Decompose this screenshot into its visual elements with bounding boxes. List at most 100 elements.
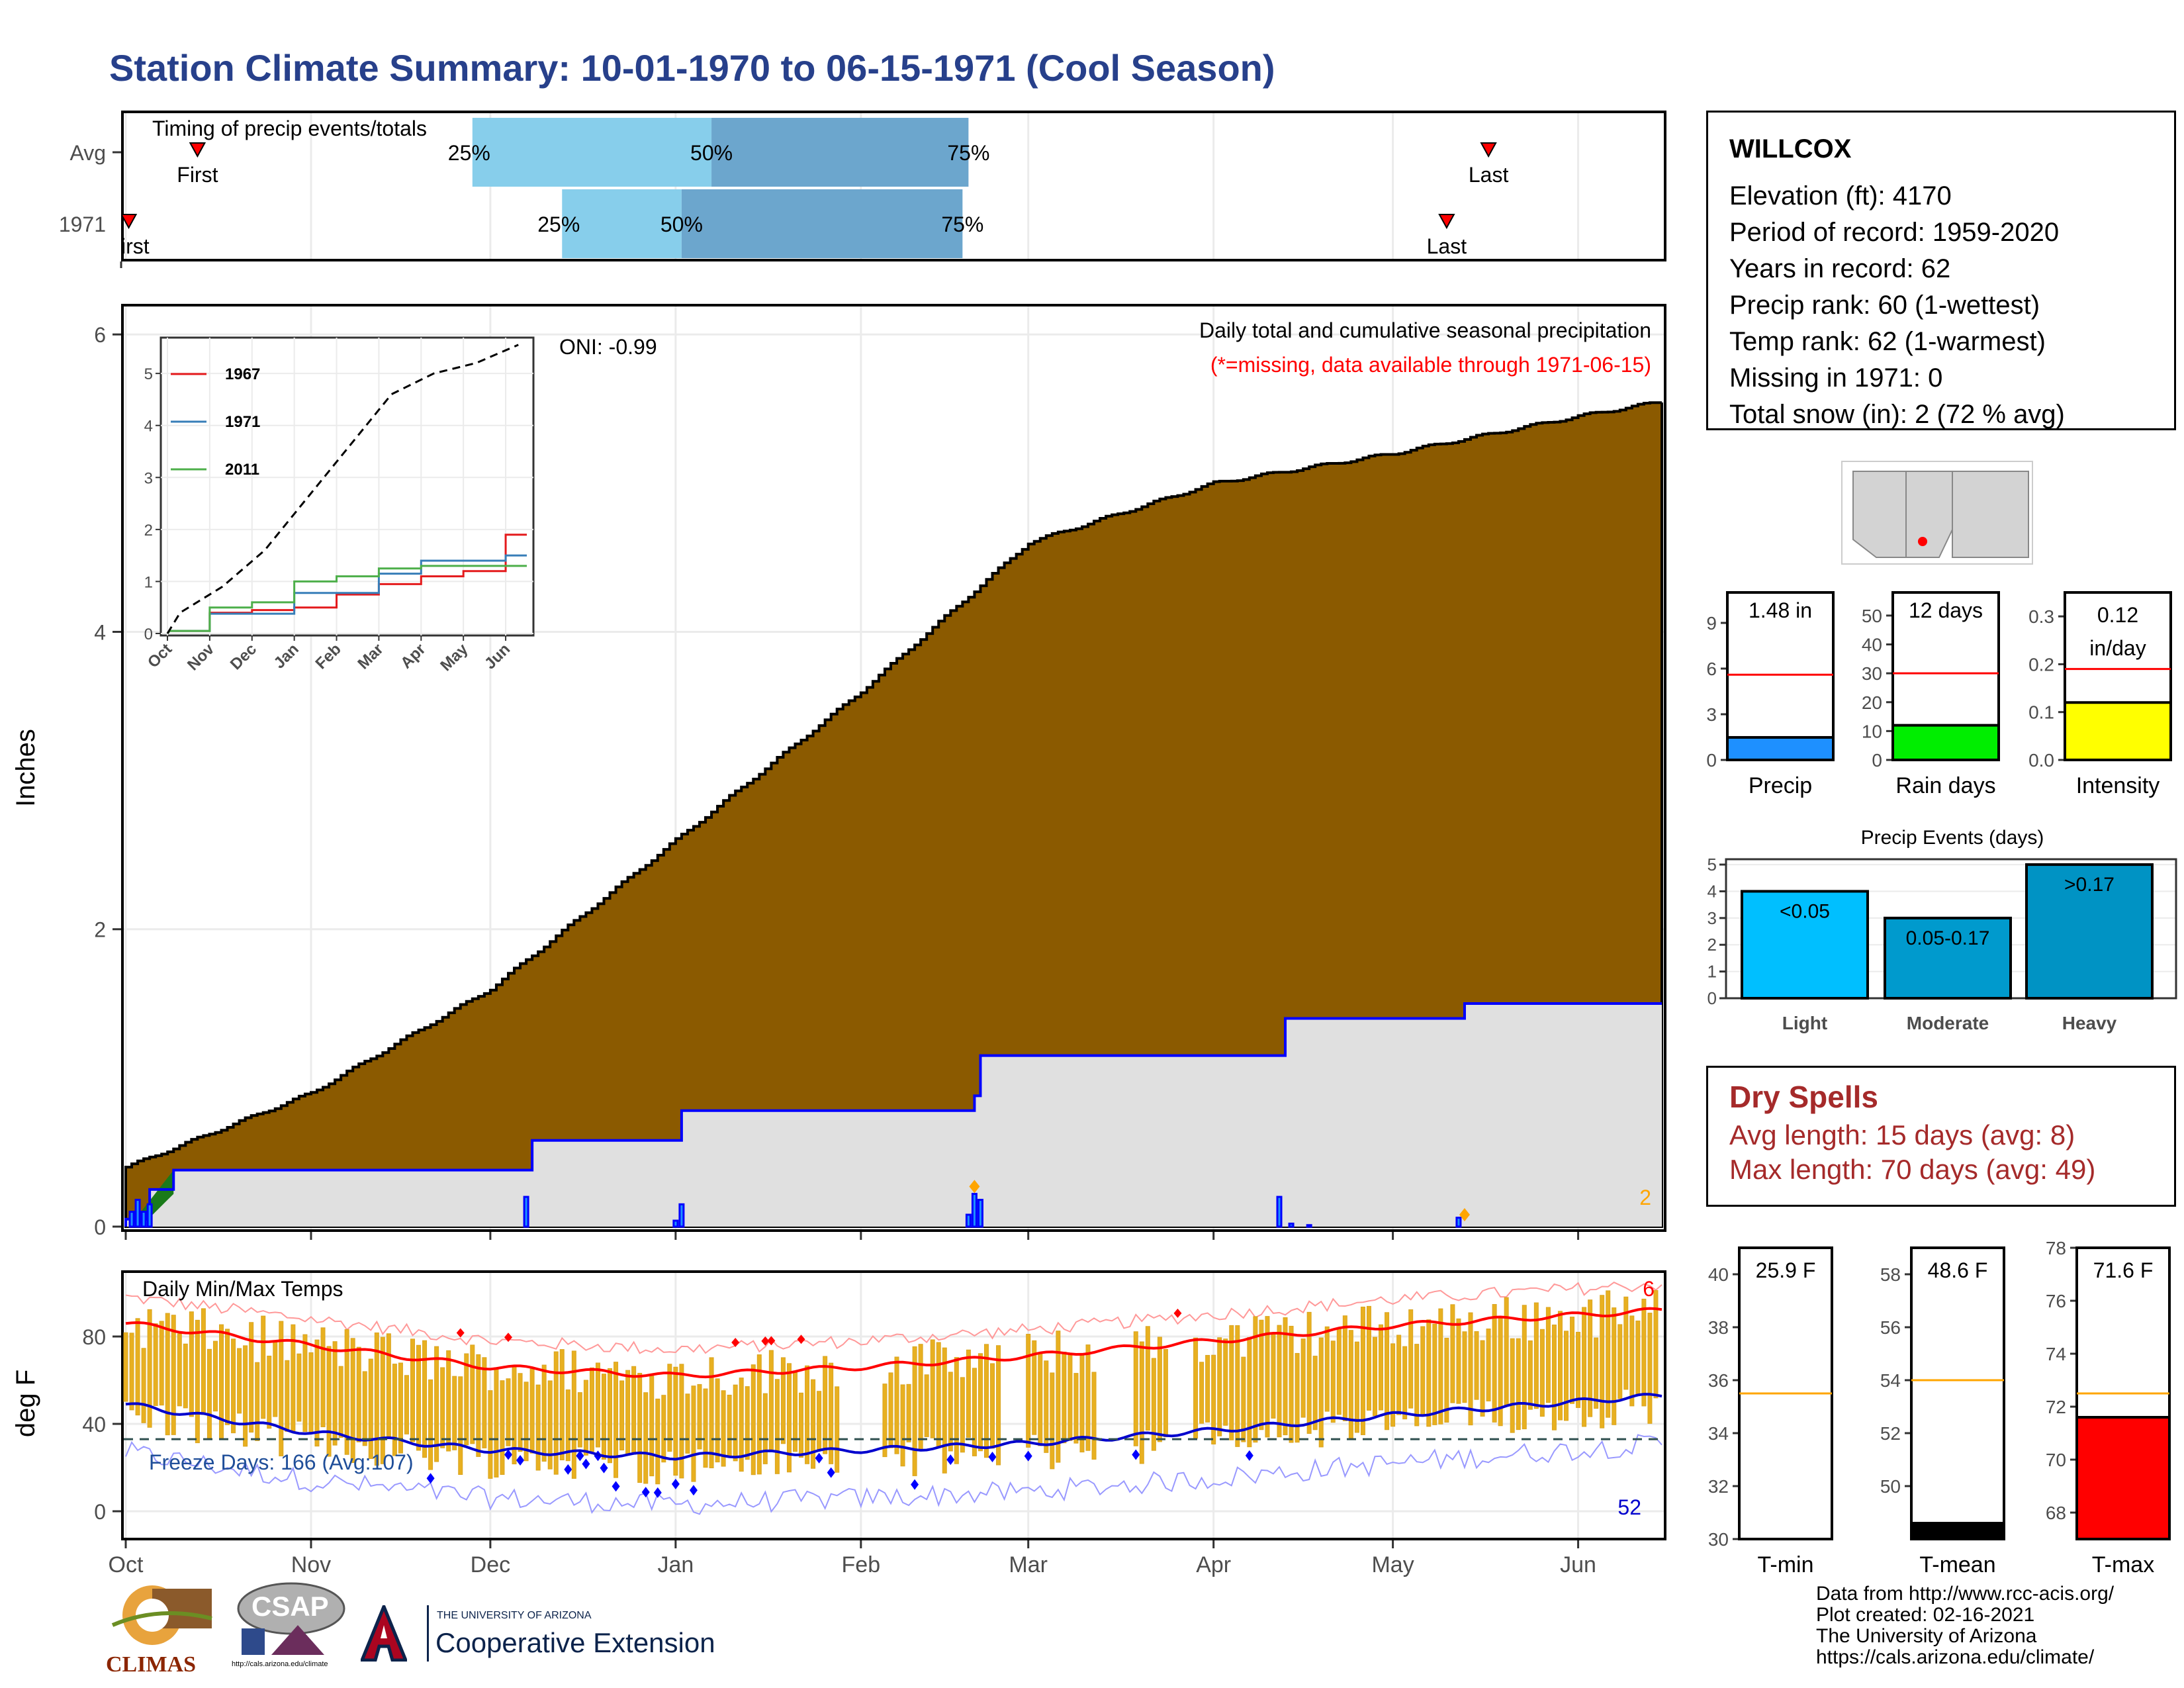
temp-bar-ytick-label: 68: [2046, 1503, 2066, 1523]
credit-line: https://cals.arizona.edu/climate/: [1816, 1646, 2095, 1668]
mini-bar-label: Rain days: [1895, 773, 1995, 798]
temp-bar-ytick-label: 32: [1708, 1476, 1729, 1497]
temp-bar-ytick-label: 72: [2046, 1397, 2066, 1417]
mini-bar-Precip: [1726, 735, 1835, 761]
events-ytick-label: 3: [1707, 908, 1717, 928]
ua-a-icon: [359, 1602, 408, 1662]
ua-divider: [427, 1605, 429, 1662]
mini-bar-ytick-label: 0: [1706, 750, 1717, 771]
month-label: Dec: [471, 1552, 510, 1577]
csap-logo: CSAP http://cals.arizona.edu/climate: [232, 1579, 351, 1678]
mini-bar-ytick-label: 3: [1706, 704, 1717, 725]
events-title: Precip Events (days): [1861, 827, 2044, 849]
month-label: Apr: [1196, 1552, 1231, 1577]
ua-logo: [359, 1602, 408, 1662]
precip-ytick-label: 2: [94, 918, 106, 942]
csap-text: CSAP: [251, 1591, 329, 1622]
mini-bar-value-line1: 0.12: [2097, 603, 2138, 627]
temp-ytick-label: 80: [82, 1325, 106, 1349]
event-bar-Heavy: [2025, 863, 2154, 1000]
coop-text: Cooperative Extension: [435, 1627, 715, 1658]
timing-row-label: 1971: [59, 212, 106, 236]
csap-url: http://cals.arizona.edu/climate: [232, 1660, 328, 1668]
dry-spells-avg: Avg length: 15 days (avg: 8): [1729, 1119, 2075, 1150]
mini-bar-ytick-label: 40: [1862, 635, 1882, 655]
temp-bar-ytick-label: 50: [1880, 1476, 1901, 1497]
temp-bar-ytick-label: 54: [1880, 1370, 1901, 1391]
temp-bar-label: T-mean: [1919, 1552, 1995, 1577]
temp-bar-label: T-min: [1758, 1552, 1814, 1577]
mini-bar-ytick-label: 0.3: [2028, 606, 2054, 627]
event-bar-Light: [1741, 890, 1869, 1000]
precip-ytick-label: 6: [94, 323, 106, 347]
temp-bar-frame: [2075, 1246, 2171, 1540]
temp-ytick-label: 40: [82, 1413, 106, 1436]
mini-bar-ytick-label: 50: [1862, 606, 1882, 626]
page-title: Station Climate Summary: 10-01-1970 to 0…: [109, 47, 1275, 89]
station-info-line: Period of record: 1959-2020: [1729, 218, 2060, 247]
map-state-ca: [1852, 471, 1907, 558]
timing-row-label: Avg: [69, 141, 106, 165]
events-bg: [1726, 859, 2176, 998]
month-label: Jan: [657, 1552, 694, 1577]
temp-bar-ytick-label: 70: [2046, 1450, 2066, 1470]
temp-bar-ytick-label: 76: [2046, 1291, 2066, 1311]
temp-ytick-label: 0: [94, 1500, 106, 1524]
station-info-box: WILLCOX Elevation (ft): 4170 Period of r…: [1706, 111, 2176, 430]
events-ytick-label: 1: [1707, 962, 1717, 982]
map-state-az: [1905, 471, 1953, 558]
event-bar-label: >0.17: [2064, 874, 2115, 896]
month-label: Jun: [1560, 1552, 1596, 1577]
month-label: Feb: [842, 1552, 881, 1577]
temp-bar-ytick-label: 58: [1880, 1264, 1901, 1285]
temp-bar-ytick-label: 56: [1880, 1317, 1901, 1338]
credits: Data from http://www.rcc-acis.org/ Plot …: [1816, 1583, 2114, 1668]
mini-bar-ytick-label: 20: [1862, 692, 1882, 713]
precip-ytick-label: 0: [94, 1215, 106, 1239]
mini-bar-frame: [2064, 591, 2172, 761]
temp-bar-label: T-max: [2092, 1552, 2154, 1577]
temp-bar-ytick-label: 40: [1708, 1264, 1729, 1285]
events-frame: [1725, 858, 2177, 1000]
mini-bar-ytick-label: 0.1: [2028, 702, 2054, 723]
temp-bar-ytick-label: 74: [2046, 1344, 2066, 1364]
mini-bar-label: Precip: [1749, 773, 1812, 798]
credit-line: Plot created: 02-16-2021: [1816, 1604, 2035, 1626]
temp-bar-value: 25.9 F: [1756, 1258, 1816, 1282]
credit-line: The University of Arizona: [1816, 1625, 2037, 1647]
event-bar-label: 0.05-0.17: [1906, 927, 1990, 949]
mini-bar-ytick-label: 10: [1862, 721, 1882, 741]
temp-bar-ytick-label: 38: [1708, 1317, 1729, 1338]
timing-panel-frame: [121, 111, 1666, 261]
station-info-line: Elevation (ft): 4170: [1729, 181, 1952, 211]
climas-text: CLIMAS: [106, 1652, 197, 1677]
climas-emblem-icon: [111, 1585, 212, 1645]
temp-bar-value: 71.6 F: [2093, 1258, 2154, 1282]
events-ytick-label: 5: [1707, 855, 1717, 874]
climas-logo: CLIMAS: [106, 1579, 218, 1678]
station-info-line: Precip rank: 60 (1-wettest): [1729, 291, 2040, 320]
map-state-nm: [1952, 471, 2029, 558]
month-label: May: [1371, 1552, 1414, 1577]
credit-line: Data from http://www.rcc-acis.org/: [1816, 1583, 2115, 1605]
mini-bar-label: Intensity: [2076, 773, 2160, 798]
mini-bar-value: 1.48 in: [1749, 598, 1812, 622]
temp-bar-ytick-label: 78: [2046, 1238, 2066, 1258]
temp-bar-value: 48.6 F: [1928, 1258, 1988, 1282]
temp-panel-frame: [121, 1270, 1666, 1540]
station-name: WILLCOX: [1729, 134, 1852, 164]
station-info-line: Total snow (in): 2 (72 % avg): [1729, 400, 2065, 429]
mini-bar-ytick-label: 9: [1706, 613, 1717, 633]
temp-bar-T-max: [2075, 1416, 2171, 1540]
precip-panel-frame: [121, 304, 1666, 1232]
events-ytick-label: 2: [1707, 935, 1717, 955]
temp-bar-ytick-label: 36: [1708, 1370, 1729, 1391]
mini-bar-frame: [1891, 591, 2000, 761]
precip-ylabel: Inches: [11, 729, 40, 807]
mini-bar-ytick-label: 0.0: [2028, 750, 2054, 771]
month-label: Mar: [1009, 1552, 1048, 1577]
temp-bar-ytick-label: 34: [1708, 1423, 1729, 1444]
mini-bar-ytick-label: 0.2: [2028, 654, 2054, 675]
dry-spells-title: Dry Spells: [1729, 1080, 1878, 1114]
station-info-line: Temp rank: 62 (1-warmest): [1729, 327, 2046, 356]
